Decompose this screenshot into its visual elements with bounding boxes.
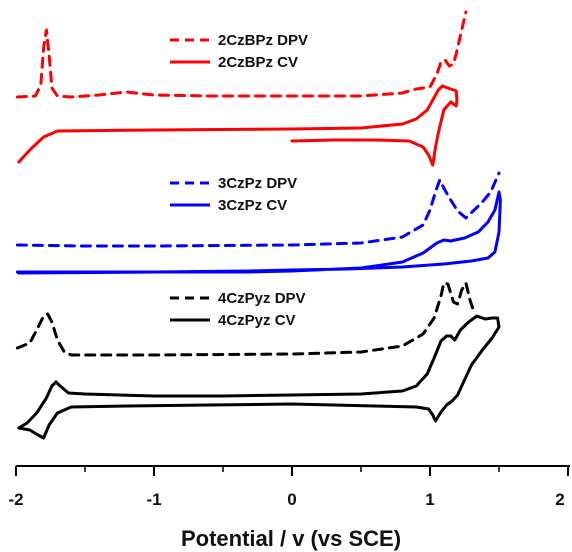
series-layer — [15, 10, 502, 440]
legend: 2CzBPz DPV 2CzBPz CV 3CzPz DPV 3CzPz CV 4CzP… — [170, 32, 308, 329]
x-axis-title: Potential / v (vs SCE) — [181, 526, 401, 551]
x-tick-label: 0 — [287, 490, 296, 509]
legend-label: 4CzPyz CV — [218, 312, 296, 329]
x-axis: -2 -1 0 1 2 — [8, 465, 570, 509]
series-2czbpz-cv — [17, 84, 459, 167]
series-3czpz-dpv — [15, 171, 501, 248]
legend-label: 2CzBPz DPV — [218, 32, 308, 49]
x-tick-label: 2 — [555, 490, 564, 509]
series-4czpyz-dpv — [15, 281, 476, 357]
x-tick-label: 1 — [425, 490, 434, 509]
series-3czpz-cv — [15, 190, 502, 275]
legend-label: 4CzPyz DPV — [218, 290, 306, 307]
legend-label: 3CzPz CV — [218, 197, 287, 214]
series-4czpyz-cv — [17, 314, 501, 440]
series-2czbpz-dpv — [15, 10, 468, 99]
x-tick-label: -1 — [146, 490, 161, 509]
legend-label: 2CzBPz CV — [218, 54, 298, 71]
legend-label: 3CzPz DPV — [218, 175, 297, 192]
x-tick-label: -2 — [8, 490, 23, 509]
